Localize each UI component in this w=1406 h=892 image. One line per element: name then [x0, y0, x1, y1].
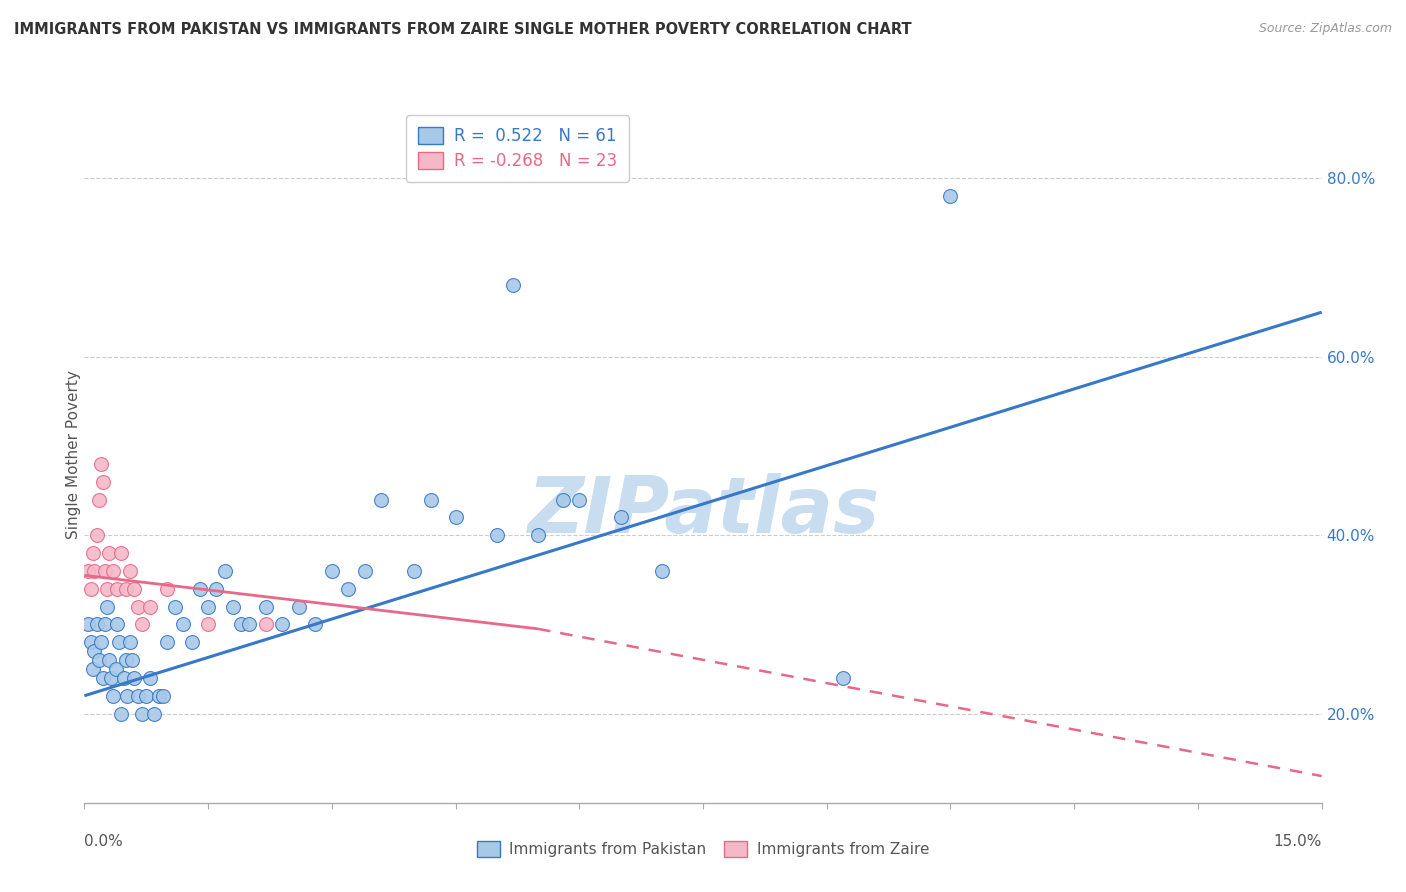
- Point: [104, 662, 127, 676]
- Point: [139, 671, 162, 685]
- Point: [117, 689, 139, 703]
- Point: [321, 564, 343, 578]
- Point: [152, 689, 174, 703]
- Point: [156, 582, 179, 596]
- Point: [197, 599, 219, 614]
- Text: 0.0%: 0.0%: [84, 834, 124, 849]
- Point: [551, 492, 574, 507]
- Point: [370, 492, 392, 507]
- Point: [80, 582, 103, 596]
- Legend: Immigrants from Pakistan, Immigrants from Zaire: Immigrants from Pakistan, Immigrants fro…: [470, 833, 936, 864]
- Point: [139, 599, 162, 614]
- Point: [127, 689, 149, 703]
- Point: [105, 617, 128, 632]
- Point: [127, 599, 149, 614]
- Text: Source: ZipAtlas.com: Source: ZipAtlas.com: [1258, 22, 1392, 36]
- Point: [83, 564, 105, 578]
- Point: [238, 617, 260, 632]
- Point: [83, 644, 105, 658]
- Point: [135, 689, 157, 703]
- Point: [91, 475, 114, 489]
- Point: [254, 617, 277, 632]
- Point: [90, 635, 112, 649]
- Point: [96, 582, 118, 596]
- Text: 15.0%: 15.0%: [1274, 834, 1322, 849]
- Point: [118, 635, 141, 649]
- Point: [651, 564, 673, 578]
- Point: [214, 564, 236, 578]
- Y-axis label: Single Mother Poverty: Single Mother Poverty: [66, 370, 80, 540]
- Point: [271, 617, 294, 632]
- Point: [90, 457, 112, 471]
- Point: [197, 617, 219, 632]
- Point: [419, 492, 441, 507]
- Point: [156, 635, 179, 649]
- Point: [205, 582, 228, 596]
- Point: [229, 617, 252, 632]
- Point: [94, 564, 117, 578]
- Point: [103, 689, 125, 703]
- Point: [108, 635, 131, 649]
- Point: [222, 599, 245, 614]
- Point: [100, 671, 122, 685]
- Text: ZIPatlas: ZIPatlas: [527, 473, 879, 549]
- Point: [131, 617, 153, 632]
- Point: [82, 546, 104, 560]
- Point: [337, 582, 360, 596]
- Point: [122, 582, 145, 596]
- Point: [105, 582, 128, 596]
- Point: [568, 492, 591, 507]
- Point: [143, 706, 166, 721]
- Point: [118, 564, 141, 578]
- Point: [609, 510, 631, 524]
- Point: [254, 599, 277, 614]
- Point: [148, 689, 170, 703]
- Point: [110, 546, 132, 560]
- Point: [80, 635, 103, 649]
- Point: [165, 599, 187, 614]
- Point: [172, 617, 194, 632]
- Point: [98, 546, 121, 560]
- Point: [98, 653, 121, 667]
- Point: [180, 635, 202, 649]
- Point: [353, 564, 375, 578]
- Point: [114, 653, 136, 667]
- Point: [91, 671, 114, 685]
- Point: [288, 599, 311, 614]
- Text: IMMIGRANTS FROM PAKISTAN VS IMMIGRANTS FROM ZAIRE SINGLE MOTHER POVERTY CORRELAT: IMMIGRANTS FROM PAKISTAN VS IMMIGRANTS F…: [14, 22, 911, 37]
- Point: [86, 528, 108, 542]
- Point: [304, 617, 326, 632]
- Point: [86, 617, 108, 632]
- Point: [103, 564, 125, 578]
- Point: [89, 653, 111, 667]
- Point: [939, 189, 962, 203]
- Point: [96, 599, 118, 614]
- Point: [89, 492, 111, 507]
- Point: [527, 528, 550, 542]
- Point: [114, 582, 136, 596]
- Point: [121, 653, 143, 667]
- Point: [485, 528, 508, 542]
- Point: [444, 510, 467, 524]
- Point: [77, 564, 100, 578]
- Point: [502, 278, 524, 293]
- Point: [77, 617, 100, 632]
- Point: [188, 582, 211, 596]
- Point: [110, 706, 132, 721]
- Point: [131, 706, 153, 721]
- Point: [404, 564, 426, 578]
- Point: [82, 662, 104, 676]
- Point: [112, 671, 135, 685]
- Point: [832, 671, 855, 685]
- Point: [94, 617, 117, 632]
- Point: [122, 671, 145, 685]
